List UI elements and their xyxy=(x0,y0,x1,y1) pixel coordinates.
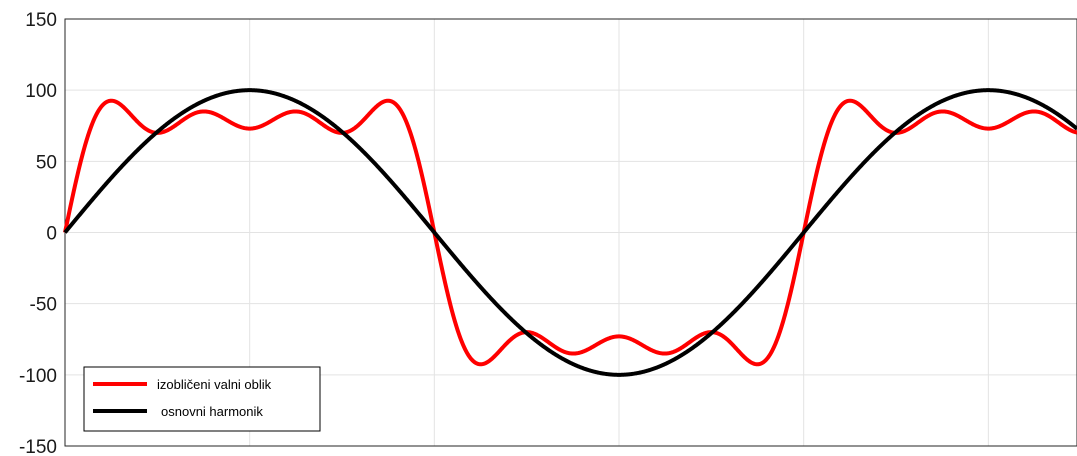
y-tick-label: -50 xyxy=(30,295,57,316)
y-tick-label: 150 xyxy=(25,10,57,31)
y-axis-tick-labels: -150 -100 -50 0 50 100 150 xyxy=(19,10,57,456)
legend: izobličeni valni oblik osnovni harmonik xyxy=(83,366,321,432)
series-line-fundamental xyxy=(63,88,1077,377)
legend-label-fundamental: osnovni harmonik xyxy=(161,404,263,419)
series-line-distorted xyxy=(63,98,1077,367)
y-tick-label: -150 xyxy=(19,437,57,456)
legend-label-distorted: izobličeni valni oblik xyxy=(157,377,272,392)
series-layer xyxy=(63,88,1077,377)
legend-box xyxy=(83,366,321,432)
y-tick-label: 50 xyxy=(36,152,57,173)
y-tick-label: 100 xyxy=(25,81,57,102)
y-tick-label: 0 xyxy=(46,224,57,245)
y-tick-label: -100 xyxy=(19,366,57,387)
